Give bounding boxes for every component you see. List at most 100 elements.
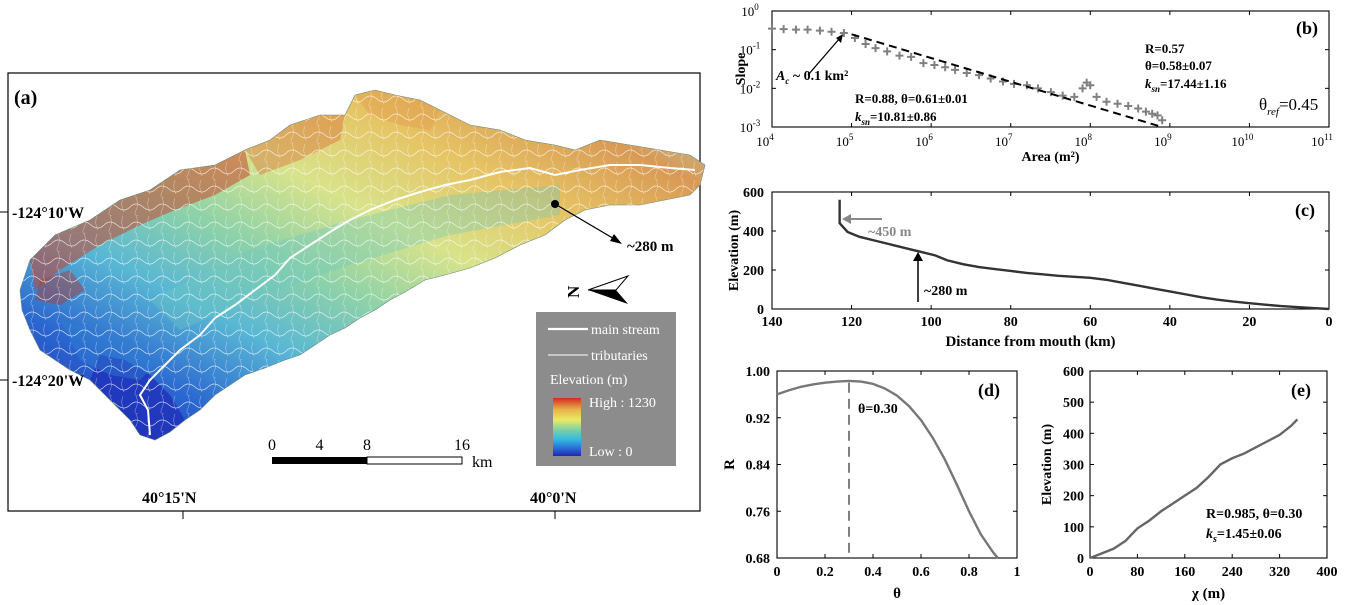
- b-data-point: [827, 27, 836, 36]
- b-data-point: [907, 52, 916, 61]
- b-xtick-label: 104: [756, 132, 774, 149]
- lon-label-124-10: -124°10'W: [12, 205, 84, 222]
- b-data-point: [1134, 104, 1143, 113]
- panel-label-c: (c): [1295, 200, 1315, 221]
- d-ytick-label: 0.84: [746, 459, 771, 474]
- d-theta-annotation: θ=0.30: [858, 402, 898, 417]
- scale-bar-black: [272, 457, 367, 464]
- north-arrow-icon: [587, 274, 630, 304]
- b-ytick-label: 10-3: [740, 118, 761, 135]
- b-data-point: [803, 25, 812, 34]
- c-280-label: ~280 m: [924, 284, 968, 299]
- b-data-point: [791, 25, 800, 34]
- legend-high: High : 1230: [589, 396, 656, 411]
- e-xtick-label: 320: [1269, 565, 1290, 580]
- c-xtick-label: 40: [1163, 315, 1177, 330]
- c-xtick-label: 140: [762, 315, 783, 330]
- d-ytick-label: 0.76: [746, 505, 771, 520]
- b-xlabel: Area (m²): [1022, 150, 1080, 165]
- b-data-point: [1158, 116, 1167, 125]
- panel-label-b: (b): [1296, 18, 1318, 39]
- c-ytick-label: 200: [743, 264, 764, 279]
- b-xtick-label: 1010: [1231, 132, 1254, 149]
- c-profile-line: [838, 199, 1330, 311]
- d-ytick-label: 0.68: [746, 552, 771, 567]
- b-data-point: [962, 68, 971, 77]
- b-data-point: [1092, 92, 1101, 101]
- b-data-point: [1113, 99, 1122, 108]
- b-data-point: [861, 40, 870, 49]
- c-ylabel: Elevation (m): [727, 210, 742, 292]
- e-xtick-label: 240: [1222, 565, 1243, 580]
- scale-tick-label: 0: [268, 437, 276, 454]
- lat-label-40-0: 40°0'N: [530, 490, 577, 507]
- e-xtick-label: 160: [1174, 565, 1195, 580]
- d-ytick-label: 0.92: [746, 412, 771, 427]
- e-ytick-label: 0: [1077, 552, 1084, 567]
- panel-label-d: (d): [978, 380, 1000, 401]
- b-xtick-label: 105: [836, 132, 854, 149]
- b-right-r: R=0.57: [1145, 41, 1185, 56]
- panel-b-slope-area: 104 105 106 107 108 109 1010 1011 100 10-1 10-2 10-…: [734, 2, 1333, 165]
- legend-main-stream: main stream: [591, 323, 660, 338]
- map-annotation-280: ~280 m: [627, 239, 674, 255]
- b-theta-ref: θref=0.45: [1259, 95, 1318, 118]
- lon-label-124-20: -124°20'W: [12, 373, 84, 390]
- map-legend: [536, 312, 676, 466]
- b-data-point: [871, 44, 880, 53]
- b-xtick-label: 107: [995, 132, 1013, 149]
- b-data-point: [1153, 111, 1162, 120]
- b-fit-line: [851, 33, 1163, 128]
- e-ytick-label: 200: [1063, 490, 1084, 505]
- d-xlabel: θ: [893, 586, 901, 602]
- c-450-label: ~450 m: [868, 225, 912, 240]
- b-xtick-label: 1011: [1311, 132, 1333, 149]
- b-left-ksn: ksn=10.81±0.86: [855, 109, 937, 127]
- panel-e-chi-plot: 0 80 160 240 320 400 0 100 200 300 400 500 600 χ (m) E…: [1040, 365, 1338, 602]
- b-data-point: [839, 28, 848, 37]
- b-data-point: [768, 24, 776, 33]
- panel-label-e: (e): [1291, 380, 1311, 401]
- b-data-point: [1033, 84, 1042, 93]
- d-ytick-label: 1.00: [746, 365, 771, 380]
- b-data-point: [883, 47, 892, 56]
- c-xtick-label: 120: [841, 315, 862, 330]
- e-chi-line: [1089, 418, 1299, 560]
- b-left-fit: R=0.88, θ=0.61±0.01: [855, 91, 968, 106]
- b-data-point: [1070, 92, 1079, 101]
- c-xlabel: Distance from mouth (km): [945, 334, 1115, 350]
- c-ytick-label: 400: [743, 225, 764, 240]
- scale-unit: km: [472, 454, 493, 471]
- b-data-point: [779, 25, 788, 34]
- b-ac-arrow: [807, 37, 841, 76]
- b-ylabel: Slope: [734, 53, 749, 86]
- c-ytick-label: 0: [757, 303, 764, 318]
- e-ytick-label: 500: [1063, 396, 1084, 411]
- b-data-point: [895, 51, 904, 60]
- b-data-point: [919, 59, 928, 68]
- c-xtick-label: 100: [921, 315, 942, 330]
- b-xtick-label: 109: [1154, 132, 1172, 149]
- b-data-point: [1058, 91, 1067, 100]
- e-ytick-label: 600: [1063, 365, 1084, 380]
- b-ac-annotation: Ac ~ 0.1 km²: [775, 69, 848, 86]
- scale-tick-label: 16: [454, 437, 470, 454]
- b-data-point: [1102, 97, 1111, 106]
- b-data-point: [815, 26, 824, 35]
- knickpoint-marker: [551, 200, 622, 244]
- b-right-ksn: ksn=17.44±1.16: [1145, 76, 1227, 94]
- d-xtick-label: 0.6: [912, 565, 930, 580]
- c-xtick-label: 60: [1083, 315, 1097, 330]
- b-data-point: [951, 65, 960, 74]
- b-xtick-label: 106: [915, 132, 933, 149]
- d-xtick-label: 1: [1014, 565, 1021, 580]
- legend-tributaries: tributaries: [591, 349, 648, 364]
- scale-tick-label: 4: [316, 437, 324, 454]
- legend-elevation-title: Elevation (m): [550, 373, 628, 388]
- e-xlabel: χ (m): [1191, 586, 1225, 602]
- b-data-point: [930, 61, 939, 70]
- c-xtick-label: 0: [1326, 315, 1333, 330]
- c-xtick-label: 80: [1004, 315, 1018, 330]
- c-xtick-label: 20: [1242, 315, 1256, 330]
